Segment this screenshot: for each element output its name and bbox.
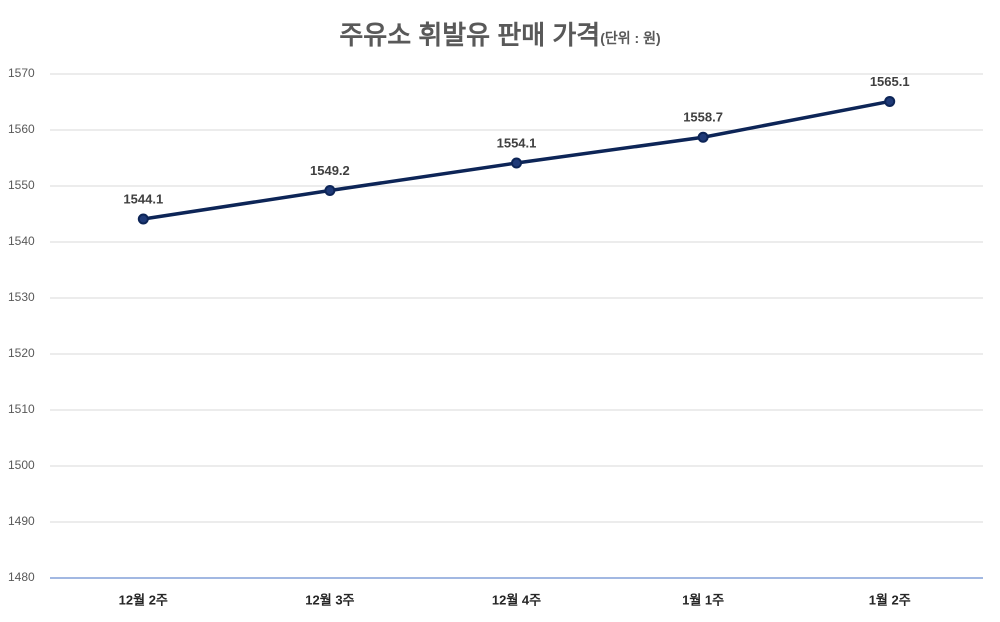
data-label: 1558.7 bbox=[683, 110, 723, 125]
x-tick-label: 12월 4주 bbox=[492, 592, 541, 607]
y-tick-label: 1570 bbox=[8, 66, 35, 80]
data-point bbox=[884, 95, 896, 107]
x-tick-label: 1월 2주 bbox=[869, 592, 911, 607]
data-point bbox=[697, 131, 709, 143]
y-tick-label: 1510 bbox=[8, 402, 35, 416]
chart-subtitle: (단위 : 원) bbox=[600, 30, 660, 46]
chart-title: 주유소 휘발유 판매 가격 bbox=[339, 20, 600, 50]
chart-title-group: 주유소 휘발유 판매 가격(단위 : 원) bbox=[339, 20, 660, 50]
data-point bbox=[324, 184, 336, 196]
x-tick-label: 1월 1주 bbox=[682, 592, 724, 607]
data-label: 1549.2 bbox=[310, 163, 350, 178]
y-tick-label: 1520 bbox=[8, 346, 35, 360]
data-label: 1565.1 bbox=[870, 74, 910, 89]
data-point bbox=[511, 157, 522, 169]
data-label: 1554.1 bbox=[497, 135, 537, 150]
y-tick-label: 1560 bbox=[8, 122, 35, 136]
x-tick-label: 12월 2주 bbox=[119, 592, 168, 607]
y-tick-label: 1480 bbox=[8, 570, 35, 584]
data-point bbox=[137, 213, 149, 225]
y-tick-label: 1500 bbox=[8, 458, 35, 472]
y-tick-label: 1490 bbox=[8, 514, 35, 528]
y-tick-label: 1540 bbox=[8, 234, 35, 248]
y-tick-label: 1530 bbox=[8, 290, 35, 304]
x-tick-label: 12월 3주 bbox=[305, 592, 354, 607]
data-label: 1544.1 bbox=[123, 191, 163, 206]
y-tick-label: 1550 bbox=[8, 178, 35, 192]
